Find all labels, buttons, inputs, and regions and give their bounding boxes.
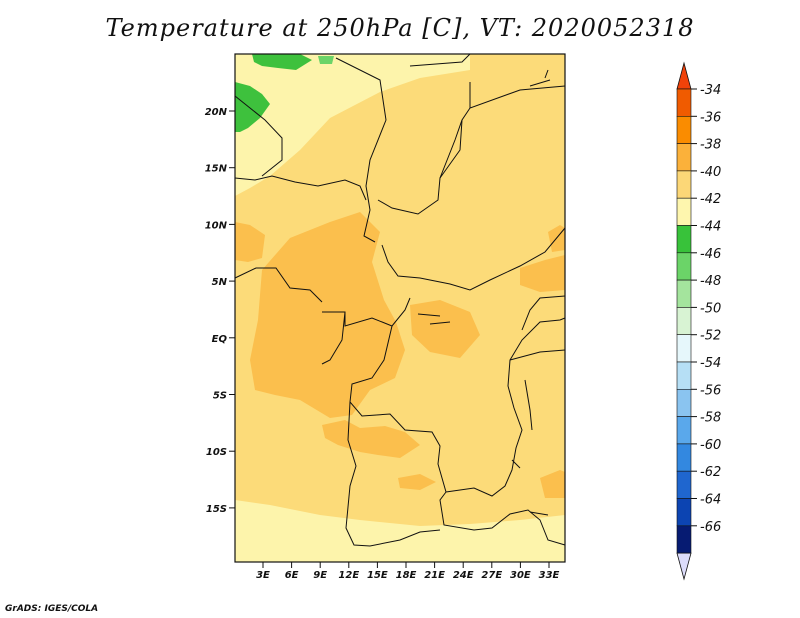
border-line <box>445 317 566 497</box>
colorbar-swatch <box>676 88 692 117</box>
lon-label: 27E <box>481 570 502 581</box>
colorbar-label: -42 <box>700 192 721 207</box>
colorbar-label: -44 <box>700 220 721 235</box>
colorbar-label: -38 <box>700 138 721 153</box>
colorbar-swatch <box>676 470 692 499</box>
colorbar-swatch <box>676 225 692 254</box>
colorbar-swatch <box>676 498 692 527</box>
colorbar-label: -34 <box>700 83 721 98</box>
country-borders <box>234 53 566 547</box>
colorbar-legend: -34 -36 -38 -40 -42 -44 -46 -48 -50 -52 -54 -56 -58 -… <box>676 61 721 581</box>
map-field <box>235 54 565 562</box>
colorbar-label: -40 <box>700 165 721 180</box>
colorbar-label: -36 <box>700 110 721 125</box>
colorbar-swatch <box>676 361 692 390</box>
lon-label: 9E <box>313 570 327 581</box>
border-line <box>377 119 463 215</box>
border-line <box>234 95 283 177</box>
latitude-axis: 20N 15N 10N 5N EQ 5S 10S 15S <box>205 107 235 515</box>
field-minus44-nw <box>235 82 270 132</box>
colorbar-top-arrow <box>676 61 692 90</box>
lat-label: EQ <box>212 334 228 345</box>
colorbar-label: -50 <box>700 301 721 316</box>
colorbar-label: -66 <box>700 520 721 535</box>
colorbar-label: -56 <box>700 383 721 398</box>
field-minus46-top <box>318 56 334 64</box>
lon-label: 3E <box>256 570 270 581</box>
colorbar-swatch <box>676 143 692 172</box>
colorbar-label: -62 <box>700 465 721 480</box>
border-line <box>409 53 471 108</box>
lon-label: 33E <box>539 570 560 581</box>
field-minus38-se <box>540 470 565 498</box>
border-line <box>511 459 549 516</box>
lon-label: 18E <box>396 570 417 581</box>
colorbar-label: -48 <box>700 274 721 289</box>
colorbar-swatch <box>676 416 692 445</box>
lat-label: 5N <box>212 277 228 288</box>
colorbar-label: -64 <box>700 493 721 508</box>
field-minus38-central <box>250 212 405 418</box>
colorbar-swatch <box>676 443 692 472</box>
border-line <box>345 401 441 547</box>
border-line <box>529 69 551 87</box>
lat-label: 10N <box>205 220 228 231</box>
colorbar-swatch <box>676 307 692 335</box>
field-minus38-sw <box>398 474 436 490</box>
lon-label: 6E <box>285 570 299 581</box>
grads-credit: GrADS: IGES/COLA <box>5 604 99 614</box>
longitude-axis: 3E 6E 9E 12E 15E 18E 21E 24E 27E 30E 33E <box>256 562 560 581</box>
border-line <box>521 295 566 331</box>
border-line <box>439 491 566 546</box>
lon-label: 12E <box>338 570 359 581</box>
colorbar-swatch <box>676 388 692 417</box>
colorbar-swatch <box>676 525 692 554</box>
border-line <box>381 227 566 291</box>
colorbar-label: -52 <box>700 329 721 344</box>
border-line <box>439 85 566 179</box>
lon-label: 21E <box>424 570 445 581</box>
border-line <box>234 175 367 201</box>
lat-label: 15N <box>205 164 228 175</box>
colorbar-label: -46 <box>700 247 721 262</box>
colorbar-swatch <box>676 116 692 144</box>
chart-title: Temperature at 250hPa [C], VT: 202005231… <box>105 14 695 42</box>
border-line <box>509 349 566 361</box>
colorbar-label: -60 <box>700 438 721 453</box>
colorbar-swatch <box>676 334 692 363</box>
lat-label: 20N <box>205 107 228 118</box>
colorbar-swatch <box>676 252 692 281</box>
colorbar-swatch <box>676 197 692 226</box>
field-minus42-north <box>235 54 470 196</box>
border-line <box>321 311 346 365</box>
colorbar-label: -54 <box>700 356 721 371</box>
colorbar-swatch <box>676 170 692 199</box>
border-line <box>234 267 323 303</box>
border-line <box>524 379 533 431</box>
colorbar-label: -58 <box>700 411 721 426</box>
field-minus38-south <box>322 420 420 458</box>
colorbar-swatch <box>676 279 692 308</box>
field-minus44-top <box>252 54 312 70</box>
lat-label: 15S <box>206 504 227 515</box>
lon-label: 15E <box>367 570 388 581</box>
lon-label: 24E <box>453 570 474 581</box>
field-minus38-east <box>520 255 565 292</box>
map-frame <box>234 53 566 563</box>
border-line <box>349 325 447 493</box>
field-minus42-south <box>235 500 565 562</box>
lat-label: 5S <box>213 391 227 402</box>
field-minus38-west <box>235 222 265 262</box>
lat-label: 10S <box>206 447 227 458</box>
colorbar-bottom-arrow <box>676 552 692 581</box>
border-line <box>335 57 387 243</box>
lon-label: 30E <box>510 570 531 581</box>
border-line <box>417 313 451 325</box>
